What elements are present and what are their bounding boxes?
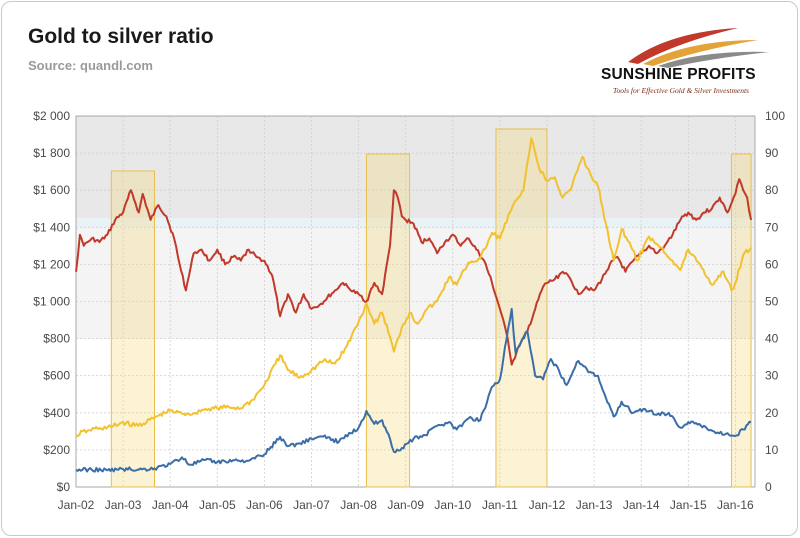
highlight-period-0	[110, 170, 155, 488]
highlight-period-3	[730, 153, 752, 488]
y-left-tick-label: $400	[43, 406, 70, 420]
x-tick-label: Jan-08	[340, 498, 377, 512]
y-left-tick-label: $800	[43, 332, 70, 346]
y-left-tick-label: $200	[43, 443, 70, 457]
x-tick-label: Jan-11	[482, 498, 518, 512]
background-band-1	[76, 218, 755, 228]
series-line-0	[75, 178, 753, 366]
logo-swoosh	[628, 28, 770, 68]
y-right-tick-label: 70	[765, 220, 779, 234]
y-right-tick-label: 50	[765, 295, 779, 309]
x-tick-label: Jan-03	[105, 498, 142, 512]
sunshine-logo-icon	[628, 28, 770, 68]
series-line-1	[75, 137, 752, 438]
x-tick-label: Jan-15	[670, 498, 707, 512]
y-right-tick-label: 10	[765, 443, 779, 457]
series-lines	[75, 137, 753, 473]
x-axis-ticks: Jan-02 Jan-03 Jan-04 Jan-05 Jan-06 Jan-07 Jan-…	[58, 498, 754, 512]
y-right-tick-label: 0	[765, 480, 772, 494]
y-left-tick-label: $1 400	[33, 220, 70, 234]
y-right-tick-label: 60	[765, 257, 779, 271]
logo-tagline: Tools for Effective Gold & Silver Invest…	[613, 86, 749, 95]
y-right-tick-label: 40	[765, 332, 779, 346]
x-tick-label: Jan-16	[717, 498, 754, 512]
x-tick-label: Jan-12	[529, 498, 566, 512]
x-tick-label: Jan-02	[58, 498, 95, 512]
logo-brand-text: SUNSHINE PROFITS	[601, 66, 756, 83]
y-right-tick-label: 100	[765, 109, 785, 123]
y-left-tick-label: $1 200	[33, 257, 70, 271]
y-right-tick-label: 30	[765, 369, 779, 383]
background-band-2	[76, 227, 755, 339]
plot-border	[75, 115, 756, 488]
y-left-tick-label: $0	[57, 480, 71, 494]
x-tick-label: Jan-06	[246, 498, 283, 512]
left-axis-ticks: $0 $200 $400 $600 $800 $1 000 $1 200 $1 400 $1 6…	[33, 109, 70, 494]
chart-title: Gold to silver ratio	[28, 25, 214, 48]
x-tick-label: Jan-07	[293, 498, 330, 512]
series-line-2	[75, 307, 752, 473]
x-tick-label: Jan-09	[387, 498, 424, 512]
x-tick-label: Jan-13	[576, 498, 613, 512]
y-left-tick-label: $1 600	[33, 183, 70, 197]
grid-lines	[75, 115, 756, 488]
chart-source: Source: quandl.com	[28, 58, 153, 73]
y-right-tick-label: 80	[765, 183, 779, 197]
x-tick-label: Jan-05	[199, 498, 236, 512]
y-left-tick-label: $1 000	[33, 295, 70, 309]
highlight-period-2	[495, 128, 548, 488]
y-left-tick-label: $600	[43, 369, 70, 383]
background-bands	[76, 116, 755, 339]
y-right-tick-label: 90	[765, 146, 779, 160]
background-band-0	[76, 116, 755, 219]
y-right-tick-label: 20	[765, 406, 779, 420]
x-tick-label: Jan-14	[623, 498, 660, 512]
x-tick-label: Jan-10	[434, 498, 471, 512]
x-tick-label: Jan-04	[152, 498, 189, 512]
right-axis-ticks: 0 10 20 30 40 50 60 70 80 90 100	[765, 109, 785, 494]
y-left-tick-label: $1 800	[33, 146, 70, 160]
y-left-tick-label: $2 000	[33, 109, 70, 123]
